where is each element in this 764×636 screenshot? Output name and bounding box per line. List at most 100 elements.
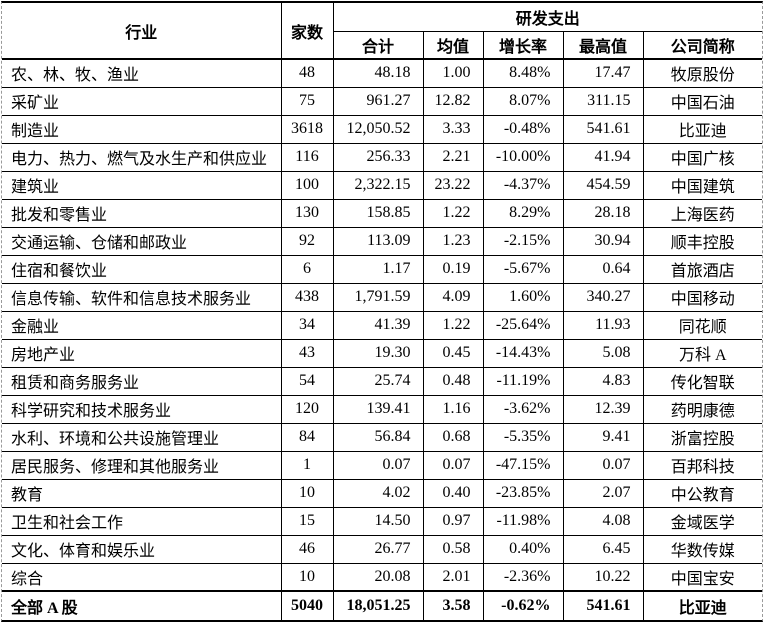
rd-expenditure-group-header: 研发支出 [332, 3, 763, 32]
company-cell: 比亚迪 [642, 590, 763, 620]
rd-growth-cell: 8.48% [482, 58, 564, 88]
industry-cell: 金融业 [2, 310, 282, 340]
count-cell: 48 [280, 58, 334, 88]
company-cell: 同花顺 [642, 310, 763, 340]
rd-max-cell: 4.08 [562, 506, 644, 536]
rd-growth-cell: 0.40% [482, 534, 564, 564]
table-row: 农、林、牧、渔业 48 48.18 1.00 8.48% 17.47 牧原股份 [2, 58, 763, 88]
company-cell: 比亚迪 [642, 114, 763, 144]
table-row: 房地产业 43 19.30 0.45 -14.43% 5.08 万科 A [2, 338, 763, 368]
count-cell: 92 [280, 226, 334, 256]
table-row: 交通运输、仓储和邮政业 92 113.09 1.23 -2.15% 30.94 顺丰控股 [2, 226, 763, 256]
rd-expenditure-table-wrapper: 行业 家数 研发支出 合计 均值 增长率 最高值 公司简称 农、林、牧、渔业 48… [1, 1, 763, 622]
table-row: 批发和零售业 130 158.85 1.22 8.29% 28.18 上海医药 [2, 198, 763, 228]
rd-max-cell: 0.07 [562, 450, 644, 480]
industry-cell: 住宿和餐饮业 [2, 254, 282, 284]
table-row: 综合 10 20.08 2.01 -2.36% 10.22 中国宝安 [2, 562, 763, 592]
rd-max-cell: 10.22 [562, 562, 644, 592]
rd-growth-cell: 8.07% [482, 86, 564, 116]
company-cell: 金域医学 [642, 506, 763, 536]
company-cell: 中国广核 [642, 142, 763, 172]
rd-growth-cell: -47.15% [482, 450, 564, 480]
count-cell: 116 [280, 142, 334, 172]
industry-cell: 采矿业 [2, 86, 282, 116]
rd-total-cell: 113.09 [332, 226, 424, 256]
table-row: 水利、环境和公共设施管理业 84 56.84 0.68 -5.35% 9.41 浙富控股 [2, 422, 763, 452]
rd-total-cell: 4.02 [332, 478, 424, 508]
company-cell: 华数传媒 [642, 534, 763, 564]
rd-total-cell: 1.17 [332, 254, 424, 284]
count-cell: 100 [280, 170, 334, 200]
rd-max-cell: 541.61 [562, 590, 644, 620]
rd-max-cell: 30.94 [562, 226, 644, 256]
company-cell: 牧原股份 [642, 58, 763, 88]
rd-mean-cell: 0.58 [422, 534, 484, 564]
rd-max-cell: 6.45 [562, 534, 644, 564]
rd-expenditure-table: 行业 家数 研发支出 合计 均值 增长率 最高值 公司简称 农、林、牧、渔业 48… [2, 3, 763, 620]
industry-cell: 租赁和商务服务业 [2, 366, 282, 396]
rd-max-cell: 4.83 [562, 366, 644, 396]
rd-growth-cell: -11.98% [482, 506, 564, 536]
rd-growth-cell: -2.36% [482, 562, 564, 592]
rd-mean-cell: 1.16 [422, 394, 484, 424]
rd-mean-cell: 1.22 [422, 310, 484, 340]
industry-cell: 制造业 [2, 114, 282, 144]
rd-growth-cell: -4.37% [482, 170, 564, 200]
rd-growth-cell: -23.85% [482, 478, 564, 508]
rd-max-cell: 0.64 [562, 254, 644, 284]
max-column-header: 最高值 [562, 30, 644, 60]
rd-total-cell: 2,322.15 [332, 170, 424, 200]
rd-growth-cell: -2.15% [482, 226, 564, 256]
company-cell: 中国移动 [642, 282, 763, 312]
count-cell: 130 [280, 198, 334, 228]
industry-cell: 农、林、牧、渔业 [2, 58, 282, 88]
table-row: 采矿业 75 961.27 12.82 8.07% 311.15 中国石油 [2, 86, 763, 116]
company-cell: 上海医药 [642, 198, 763, 228]
rd-max-cell: 454.59 [562, 170, 644, 200]
rd-max-cell: 11.93 [562, 310, 644, 340]
table-row: 居民服务、修理和其他服务业 1 0.07 0.07 -47.15% 0.07 百邦科技 [2, 450, 763, 480]
rd-max-cell: 2.07 [562, 478, 644, 508]
table-row: 教育 10 4.02 0.40 -23.85% 2.07 中公教育 [2, 478, 763, 508]
rd-mean-cell: 0.19 [422, 254, 484, 284]
company-cell: 传化智联 [642, 366, 763, 396]
rd-total-cell: 20.08 [332, 562, 424, 592]
total-column-header: 合计 [333, 30, 424, 60]
count-cell: 1 [280, 450, 334, 480]
header-row-sub: 合计 均值 增长率 最高值 公司简称 [2, 30, 763, 60]
rd-growth-cell: -25.64% [482, 310, 564, 340]
count-cell: 54 [280, 366, 334, 396]
company-cell: 浙富控股 [642, 422, 763, 452]
rd-mean-cell: 1.23 [422, 226, 484, 256]
rd-mean-cell: 1.22 [422, 198, 484, 228]
rd-growth-cell: -0.62% [482, 590, 564, 620]
rd-growth-cell: -11.19% [482, 366, 564, 396]
count-cell: 43 [280, 338, 334, 368]
rd-mean-cell: 3.58 [422, 590, 484, 620]
industry-cell: 信息传输、软件和信息技术服务业 [2, 282, 282, 312]
count-cell: 46 [280, 534, 334, 564]
table-row: 文化、体育和娱乐业 46 26.77 0.58 0.40% 6.45 华数传媒 [2, 534, 763, 564]
industry-cell: 交通运输、仓储和邮政业 [2, 226, 282, 256]
table-header: 行业 家数 研发支出 合计 均值 增长率 最高值 公司简称 [2, 3, 763, 60]
rd-mean-cell: 0.40 [422, 478, 484, 508]
company-cell: 药明康德 [642, 394, 763, 424]
rd-mean-cell: 1.00 [422, 58, 484, 88]
rd-mean-cell: 12.82 [422, 86, 484, 116]
industry-cell: 科学研究和技术服务业 [2, 394, 282, 424]
count-cell: 84 [280, 422, 334, 452]
rd-mean-cell: 2.01 [422, 562, 484, 592]
rd-max-cell: 12.39 [562, 394, 644, 424]
table-row: 科学研究和技术服务业 120 139.41 1.16 -3.62% 12.39 药明康德 [2, 394, 763, 424]
rd-max-cell: 17.47 [562, 58, 644, 88]
rd-mean-cell: 0.68 [422, 422, 484, 452]
table-row: 电力、热力、燃气及水生产和供应业 116 256.33 2.21 -10.00% 41.9… [2, 142, 763, 172]
rd-total-cell: 25.74 [332, 366, 424, 396]
industry-cell: 建筑业 [2, 170, 282, 200]
industry-column-header: 行业 [2, 3, 282, 60]
rd-total-cell: 19.30 [332, 338, 424, 368]
count-cell: 15 [280, 506, 334, 536]
rd-total-cell: 56.84 [332, 422, 424, 452]
rd-growth-cell: -0.48% [482, 114, 564, 144]
